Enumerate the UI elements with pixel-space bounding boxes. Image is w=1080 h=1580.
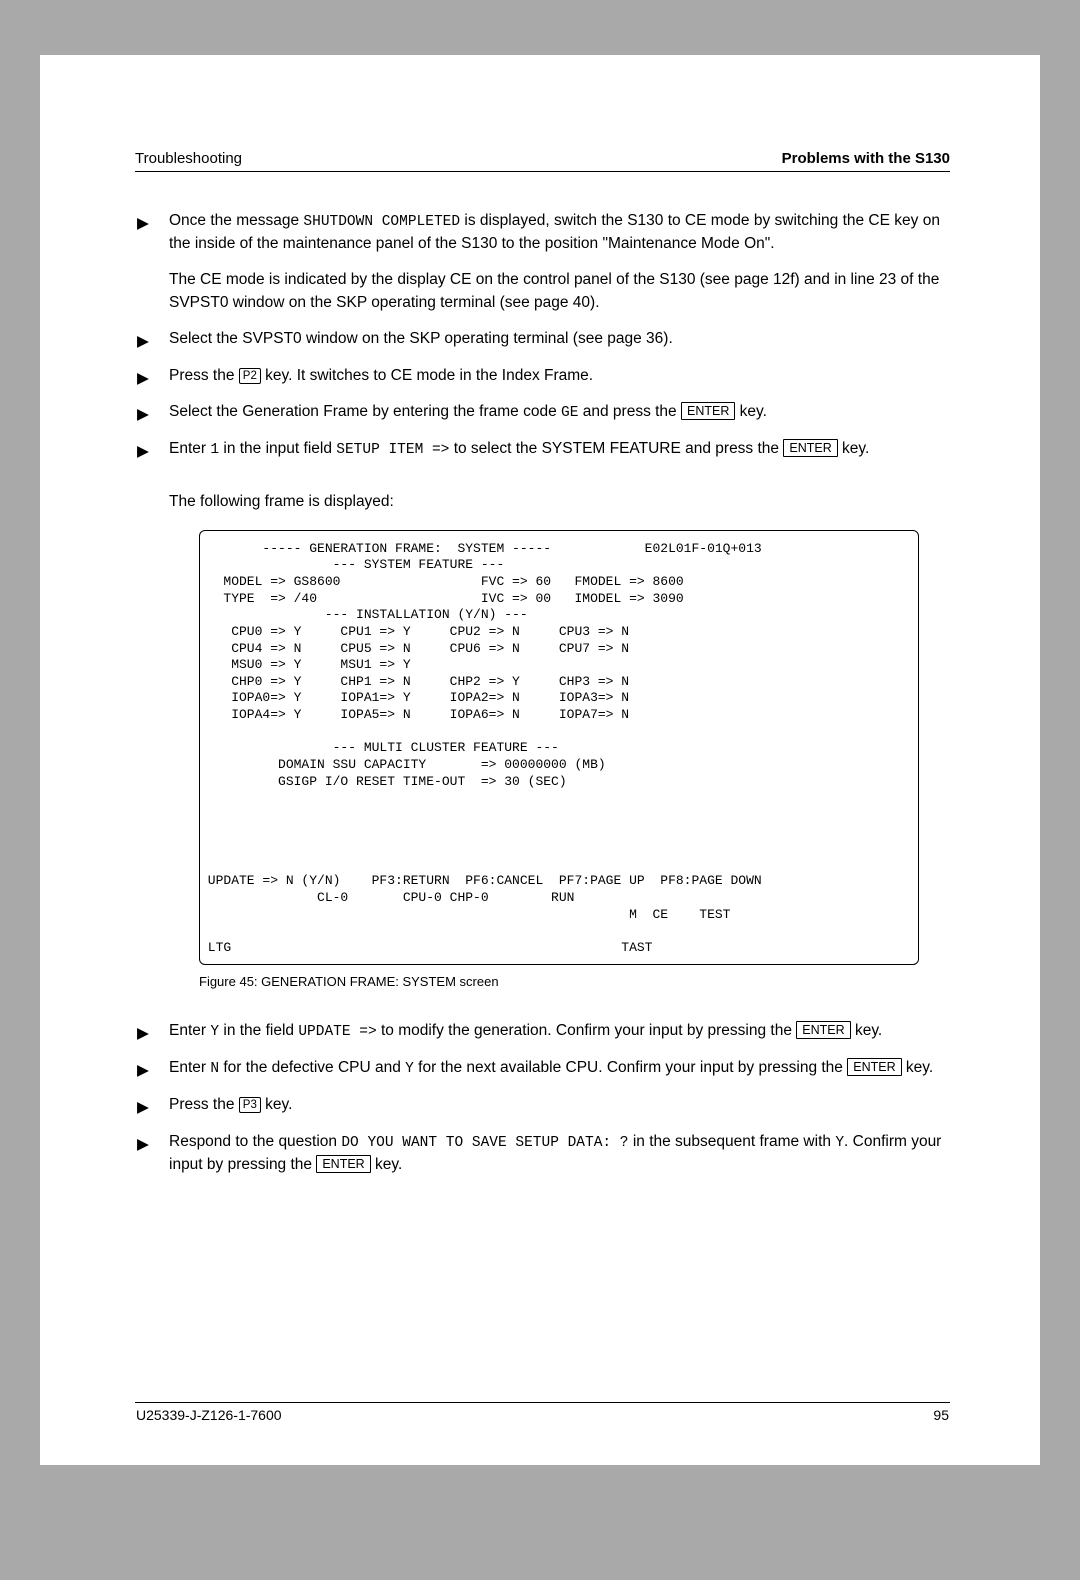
code: DO YOU WANT TO SAVE SETUP DATA: ? <box>341 1135 628 1151</box>
text: key. <box>371 1156 403 1173</box>
text: key. <box>261 1096 293 1113</box>
keycap-enter: ENTER <box>681 402 735 420</box>
text: key. <box>735 403 767 420</box>
paragraph: The CE mode is indicated by the display … <box>135 269 950 314</box>
page-footer: U25339-J-Z126-1-7600 95 <box>135 1366 950 1423</box>
content-body: ▶ Once the message SHUTDOWN COMPLETED is… <box>135 210 950 1176</box>
page-number: 95 <box>933 1407 949 1423</box>
bullet-icon: ▶ <box>137 213 149 235</box>
text: to select the SYSTEM FEATURE and press t… <box>449 440 783 457</box>
bullet-icon: ▶ <box>137 1060 149 1082</box>
divider-top <box>135 171 950 172</box>
header-left: Troubleshooting <box>135 150 242 167</box>
code: Y <box>835 1135 844 1151</box>
bullet-icon: ▶ <box>137 368 149 390</box>
text: Press the <box>169 367 239 384</box>
text: in the field <box>219 1022 298 1039</box>
bullet-icon: ▶ <box>137 1134 149 1156</box>
list-item: ▶ Enter 1 in the input field SETUP ITEM … <box>135 438 950 461</box>
bullet-icon: ▶ <box>137 441 149 463</box>
keycap-p3: P3 <box>239 1097 261 1113</box>
list-item: ▶ Enter N for the defective CPU and Y fo… <box>135 1057 950 1080</box>
code: GE <box>561 405 578 421</box>
text: Select the SVPST0 window on the SKP oper… <box>169 330 673 347</box>
bullet-icon: ▶ <box>137 1023 149 1045</box>
bullet-icon: ▶ <box>137 331 149 353</box>
list-item: ▶ Respond to the question DO YOU WANT TO… <box>135 1131 950 1176</box>
text: and press the <box>578 403 681 420</box>
list-item: ▶ Select the Generation Frame by enterin… <box>135 401 950 424</box>
bullet-icon: ▶ <box>137 404 149 426</box>
code: UPDATE => <box>298 1024 376 1040</box>
bullet-icon: ▶ <box>137 1097 149 1119</box>
code: 1 <box>210 442 219 458</box>
text: key. <box>838 440 870 457</box>
code: Y <box>210 1024 219 1040</box>
list-item: ▶ Once the message SHUTDOWN COMPLETED is… <box>135 210 950 255</box>
keycap-enter: ENTER <box>316 1155 370 1173</box>
figure-caption: Figure 45: GENERATION FRAME: SYSTEM scre… <box>199 973 950 992</box>
code: SETUP ITEM => <box>336 442 449 458</box>
text: key. It switches to CE mode in the Index… <box>261 367 593 384</box>
text: to modify the generation. Confirm your i… <box>377 1022 797 1039</box>
page-header: Troubleshooting Problems with the S130 <box>135 150 950 171</box>
text: Enter <box>169 1022 210 1039</box>
keycap-enter: ENTER <box>796 1021 850 1039</box>
text: Once the message <box>169 212 303 229</box>
text: in the subsequent frame with <box>629 1133 836 1150</box>
terminal-screen: ----- GENERATION FRAME: SYSTEM ----- E02… <box>199 530 919 966</box>
keycap-enter: ENTER <box>847 1058 901 1076</box>
keycap-p2: P2 <box>239 368 261 384</box>
list-item: ▶ Select the SVPST0 window on the SKP op… <box>135 328 950 350</box>
text: The CE mode is indicated by the display … <box>169 271 939 310</box>
keycap-enter: ENTER <box>783 439 837 457</box>
text: Select the Generation Frame by entering … <box>169 403 561 420</box>
text: for the next available CPU. Confirm your… <box>414 1059 847 1076</box>
divider-bottom <box>135 1402 950 1403</box>
frame-caption: The following frame is displayed: <box>169 491 950 513</box>
list-item: ▶ Press the P2 key. It switches to CE mo… <box>135 365 950 387</box>
header-right: Problems with the S130 <box>782 150 950 167</box>
code: SHUTDOWN COMPLETED <box>303 214 460 230</box>
text: Respond to the question <box>169 1133 341 1150</box>
text: Enter <box>169 1059 210 1076</box>
list-item: ▶ Press the P3 key. <box>135 1094 950 1116</box>
text: key. <box>902 1059 934 1076</box>
text: key. <box>851 1022 883 1039</box>
text: Enter <box>169 440 210 457</box>
text: in the input field <box>219 440 336 457</box>
text: Press the <box>169 1096 239 1113</box>
code: N <box>210 1061 219 1077</box>
footer-doc-id: U25339-J-Z126-1-7600 <box>136 1407 282 1423</box>
list-item: ▶ Enter Y in the field UPDATE => to modi… <box>135 1020 950 1043</box>
code: Y <box>405 1061 414 1077</box>
text: for the defective CPU and <box>219 1059 405 1076</box>
page: Troubleshooting Problems with the S130 ▶… <box>40 55 1040 1465</box>
